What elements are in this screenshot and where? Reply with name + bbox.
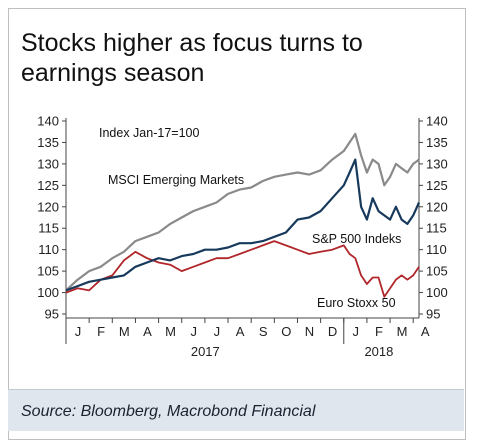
series-label-sp500: S&P 500 Indeks xyxy=(312,232,401,246)
series-line-stoxx xyxy=(65,240,420,298)
x-year-label: 2018 xyxy=(364,344,393,359)
x-tick-label: D xyxy=(328,324,337,339)
y-tick-label-right: 130 xyxy=(426,156,448,171)
source-note: Source: Bloomberg, Macrobond Financial xyxy=(21,403,316,420)
y-tick-label-right: 110 xyxy=(426,242,447,257)
chart-frame xyxy=(8,8,466,440)
x-tick-label: A xyxy=(143,324,152,339)
y-tick-label-left: 120 xyxy=(37,199,59,214)
x-tick-label: S xyxy=(259,324,268,339)
x-tick-label: J xyxy=(75,324,82,339)
x-tick-label: A xyxy=(421,324,430,339)
y-tick-label-left: 130 xyxy=(37,156,59,171)
x-tick-label: M xyxy=(165,324,176,339)
y-tick-label-left: 115 xyxy=(38,221,59,236)
x-tick-label: J xyxy=(353,324,360,339)
y-tick-label-right: 140 xyxy=(426,114,448,129)
y-tick-label-right: 125 xyxy=(426,178,448,193)
x-tick-label: J xyxy=(190,324,197,339)
y-tick-label-right: 105 xyxy=(426,264,448,279)
y-tick-label-right: 120 xyxy=(426,199,448,214)
y-tick-label-left: 110 xyxy=(38,242,59,257)
x-tick-label: M xyxy=(397,324,408,339)
y-tick-label-left: 135 xyxy=(37,135,59,150)
x-tick-label: F xyxy=(97,324,105,339)
x-tick-label: M xyxy=(119,324,130,339)
y-tick-label-right: 95 xyxy=(426,307,440,322)
x-tick-label: J xyxy=(214,324,221,339)
source-band xyxy=(8,389,464,431)
y-tick-label-left: 95 xyxy=(45,307,59,322)
y-tick-label-left: 125 xyxy=(37,178,59,193)
series-line-msci xyxy=(65,132,420,292)
series-line-sp500 xyxy=(65,158,421,292)
y-tick-label-left: 105 xyxy=(37,264,59,279)
chart-lines xyxy=(65,132,421,298)
x-year-label: 2017 xyxy=(191,344,220,359)
x-tick-label: F xyxy=(375,324,383,339)
x-tick-label: O xyxy=(281,324,291,339)
chart-axes: 95 95 100 100 105 105 110 110 115 115 120 120 125 125… xyxy=(37,114,447,360)
x-tick-label: N xyxy=(305,324,314,339)
y-tick-label-right: 115 xyxy=(426,221,447,236)
y-tick-label-right: 135 xyxy=(426,135,448,150)
x-tick-label: A xyxy=(236,324,245,339)
series-label-stoxx: Euro Stoxx 50 xyxy=(317,296,396,310)
y-tick-label-left: 140 xyxy=(37,114,59,129)
chart-labels: Index Jan-17=100 MSCI Emerging Markets S&P… xyxy=(99,126,401,310)
y-tick-label-left: 100 xyxy=(37,285,59,300)
chart-title: Stocks higher as focus turns to earnings… xyxy=(21,29,363,87)
y-tick-label-right: 100 xyxy=(426,285,448,300)
series-label-msci: MSCI Emerging Markets xyxy=(108,173,244,187)
index-annotation: Index Jan-17=100 xyxy=(99,126,199,140)
